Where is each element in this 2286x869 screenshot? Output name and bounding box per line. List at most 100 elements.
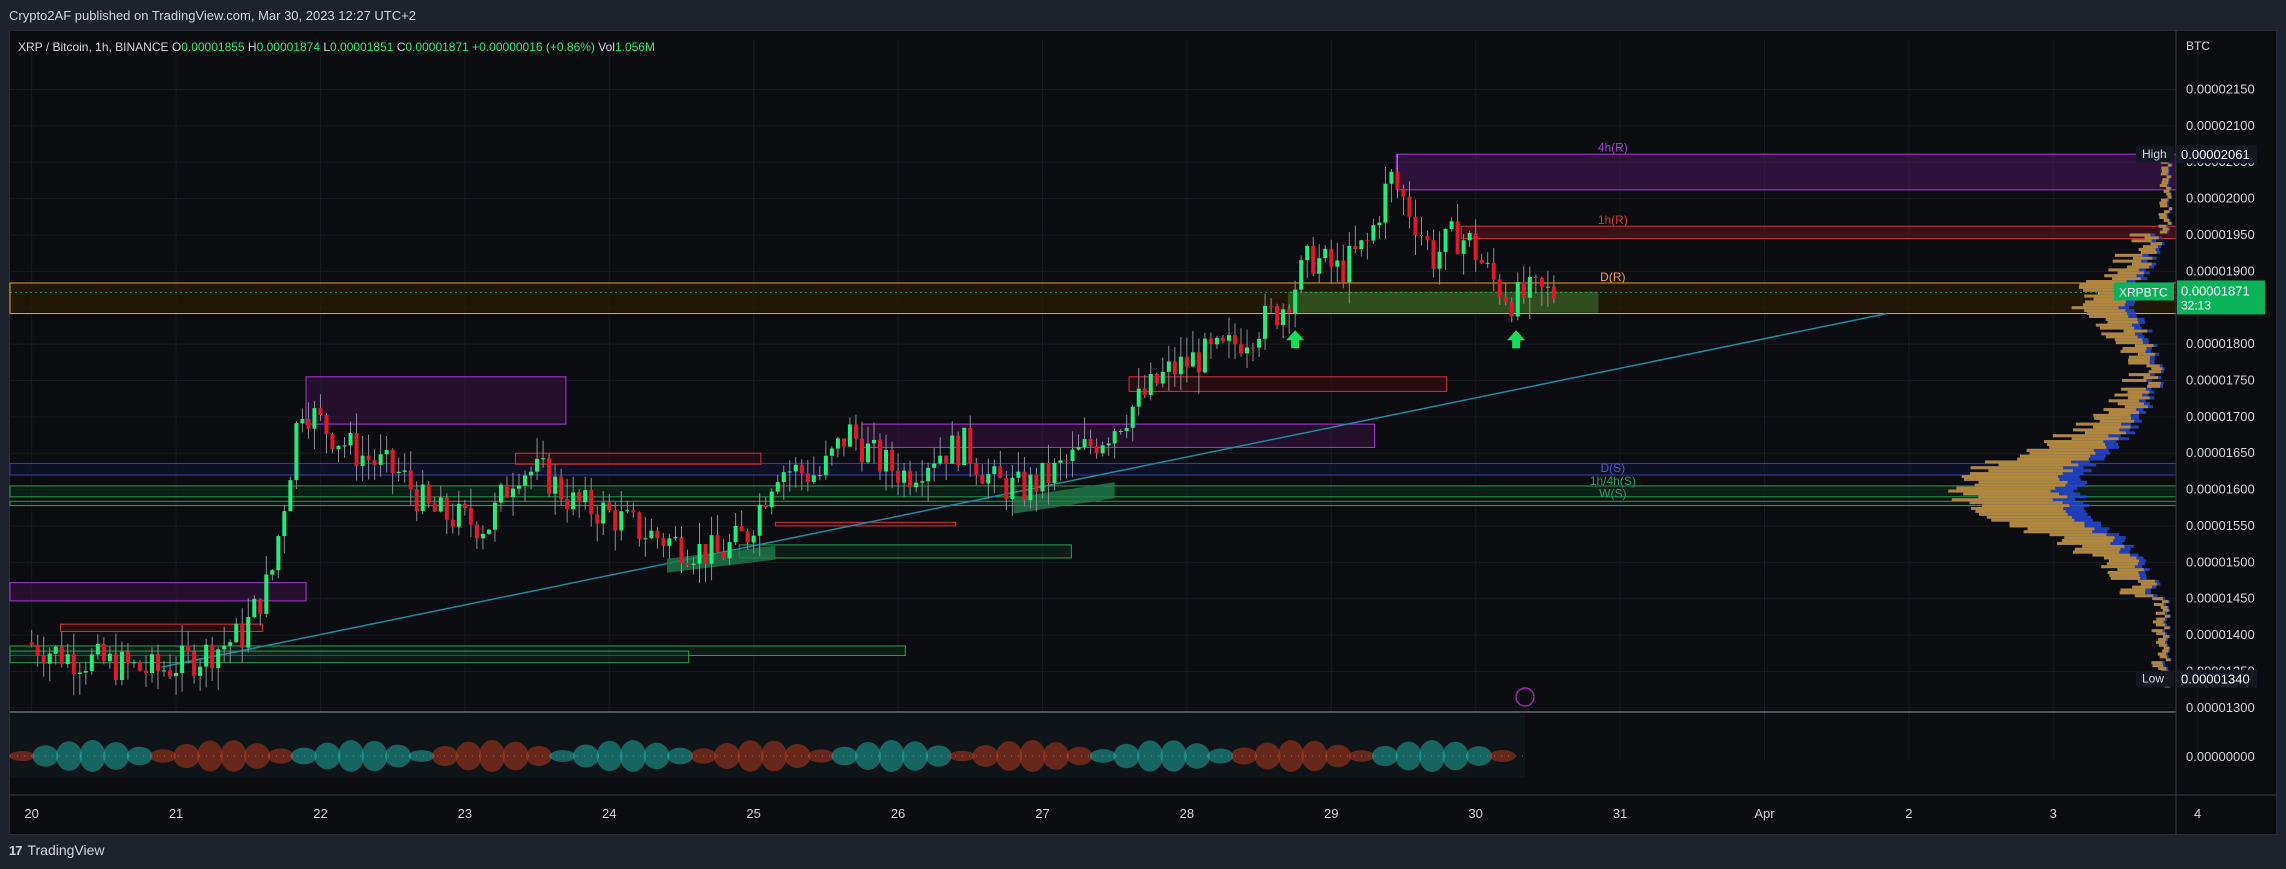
candle-body — [366, 455, 371, 461]
candle-body — [113, 653, 118, 681]
x-tick-label: 26 — [891, 806, 905, 821]
x-tick-label: 30 — [1468, 806, 1482, 821]
candle-body — [613, 510, 618, 531]
candle-body — [715, 535, 720, 553]
vp-bar-sell — [2009, 524, 2085, 528]
vp-bar-sell — [2158, 667, 2167, 671]
legend-token: L — [323, 40, 330, 54]
vp-bar-sell — [2162, 600, 2169, 604]
candle-body — [1064, 460, 1069, 462]
y-tick-label: 0.00002000 — [2186, 191, 2255, 206]
vp-bar-sell — [2117, 402, 2144, 406]
resistance-zone-26 — [861, 423, 1376, 448]
vp-bar-sell — [2159, 230, 2168, 234]
vp-bar-sell — [2108, 399, 2139, 403]
resistance-zone-28 — [1128, 376, 1448, 392]
vp-bar-sell — [2121, 387, 2146, 391]
vp-bar-sell — [2151, 367, 2163, 371]
vp-bar-sell — [2134, 594, 2154, 598]
candle-body — [71, 654, 76, 675]
candle-body — [956, 435, 961, 465]
x-tick-label: 24 — [602, 806, 616, 821]
candle-body — [1389, 171, 1394, 184]
vp-bar-sell — [1985, 460, 2072, 464]
candle-body — [1202, 338, 1207, 373]
vp-bar-sell — [2166, 186, 2171, 190]
support-line-ds — [9, 462, 2177, 476]
candle-body — [288, 480, 293, 512]
oscillator-wave — [338, 740, 364, 772]
candle-body — [1160, 371, 1165, 384]
vp-bar-sell — [2093, 425, 2131, 429]
oscillator-wave — [126, 746, 153, 766]
candle-body — [119, 651, 124, 681]
oscillator-wave — [1442, 741, 1469, 771]
candle-body — [1359, 240, 1364, 250]
vp-bar-sell — [2128, 358, 2150, 362]
candle-body — [926, 467, 931, 482]
vp-bar-sell — [2133, 256, 2153, 260]
candle-body — [679, 537, 684, 564]
candle-body — [1281, 309, 1286, 326]
candle-body — [1070, 449, 1075, 461]
candle-body — [360, 455, 365, 467]
candle-body — [841, 438, 846, 447]
candle-body — [890, 449, 895, 471]
ticker-tag-bg — [2114, 282, 2174, 301]
vp-bar-sell — [2073, 428, 2120, 432]
vp-bar-sell — [2159, 183, 2168, 187]
vp-bar-sell — [2146, 364, 2160, 368]
candle-body — [643, 538, 648, 540]
candle-body — [504, 484, 509, 498]
vp-bar-sell — [2071, 306, 2119, 310]
candle-body — [1305, 245, 1310, 261]
candle-body — [1437, 251, 1442, 269]
oscillator-wave — [502, 741, 529, 771]
vp-bar-sell — [2043, 440, 2104, 444]
vp-bar-sell — [2151, 661, 2163, 665]
label-1h-r: 1h(R) — [1598, 213, 1628, 227]
low-value: 0.00001340 — [2181, 672, 2250, 687]
candle-body — [204, 644, 209, 667]
candle-body — [1503, 296, 1508, 303]
oscillator-wave — [314, 742, 341, 770]
vp-bar-sell — [2132, 585, 2152, 589]
vp-bar-sell — [2159, 204, 2168, 208]
x-tick-label: 4 — [2194, 806, 2201, 821]
candle-body — [180, 645, 185, 673]
zones-layer — [9, 153, 2177, 664]
vp-bar-sell — [2083, 288, 2125, 292]
candle-body — [107, 653, 112, 662]
vp-bar-sell — [2143, 245, 2158, 249]
y-axis-unit: BTC — [2186, 39, 2210, 53]
labels-layer: High 0.00002061 Low 0.00001340 XRPBTC 0.00001… — [18, 40, 2265, 707]
vp-bar-sell — [1951, 498, 2053, 502]
oscillator-wave — [667, 747, 693, 765]
vp-bar-sell — [2167, 163, 2172, 167]
y-tick-label: 0.00001700 — [2186, 409, 2255, 424]
candle-body — [835, 438, 840, 449]
y-tick-label: 0.00001650 — [2186, 445, 2255, 460]
oscillator-wave — [643, 742, 670, 770]
vp-bar-sell — [2089, 314, 2129, 318]
candle-body — [162, 670, 167, 672]
candle-body — [1178, 356, 1183, 375]
candle-body — [1130, 406, 1135, 428]
high-tag: High — [2142, 147, 2167, 161]
y-tick-label: 0.00001400 — [2186, 627, 2255, 642]
vp-bar-sell — [2156, 617, 2166, 621]
candle-body — [649, 530, 654, 539]
candle-body — [559, 476, 564, 499]
high-value-bg — [2177, 145, 2257, 164]
candle-body — [992, 466, 997, 474]
candle-body — [805, 473, 810, 482]
candle-body — [53, 646, 58, 654]
candle-body — [468, 508, 473, 525]
candle-body — [480, 533, 485, 539]
candle-body — [733, 525, 738, 543]
vp-bar-sell — [1969, 501, 2063, 505]
vp-bar-sell — [2162, 169, 2169, 173]
candle-body — [1341, 260, 1346, 283]
candle-body — [1112, 431, 1117, 444]
